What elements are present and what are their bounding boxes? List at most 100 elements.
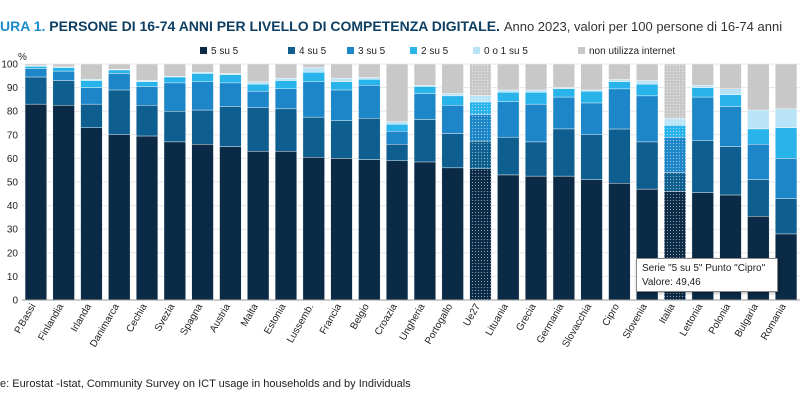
bar-segment[interactable] (608, 128, 631, 184)
bar-segment[interactable] (497, 92, 520, 102)
bar-segment[interactable] (636, 83, 659, 97)
bar-segment[interactable] (135, 105, 159, 137)
bar-segment[interactable] (302, 81, 325, 118)
bar-segment[interactable] (441, 95, 464, 106)
bar-segment[interactable] (52, 105, 75, 301)
bar-segment[interactable] (108, 89, 131, 135)
bar-segment[interactable] (274, 80, 298, 89)
bar-segment[interactable] (191, 109, 214, 145)
bar-segment[interactable] (274, 63, 298, 79)
bar-segment[interactable] (247, 90, 270, 108)
bar-segment[interactable] (80, 87, 103, 105)
bar-segment[interactable] (469, 63, 492, 96)
bar-segment[interactable] (552, 128, 575, 177)
bar-segment[interactable] (191, 81, 214, 111)
bar-segment[interactable] (219, 146, 242, 301)
bar-segment[interactable] (302, 157, 325, 301)
bar-segment[interactable] (108, 63, 131, 70)
bar-segment[interactable] (330, 158, 353, 301)
bar-segment[interactable] (80, 80, 103, 88)
bar-segment[interactable] (191, 63, 214, 73)
bar-segment[interactable] (247, 63, 270, 82)
bar-segment[interactable] (497, 89, 520, 93)
bar-segment[interactable] (386, 63, 409, 123)
bar-segment[interactable] (524, 63, 548, 91)
bar-segment[interactable] (386, 121, 409, 125)
bar-segment[interactable] (663, 172, 687, 192)
bar-segment[interactable] (636, 63, 659, 81)
bar-segment[interactable] (441, 167, 464, 301)
bar-segment[interactable] (497, 174, 520, 301)
bar-segment[interactable] (747, 179, 770, 217)
bar-segment[interactable] (108, 73, 131, 91)
bar-segment[interactable] (524, 89, 548, 93)
bar-segment[interactable] (469, 114, 492, 142)
bar-segment[interactable] (219, 106, 242, 147)
bar-segment[interactable] (135, 135, 159, 301)
bar-segment[interactable] (358, 79, 381, 86)
bar-segment[interactable] (330, 63, 353, 79)
bar-segment[interactable] (80, 63, 103, 80)
bar-segment[interactable] (52, 80, 75, 106)
bar-segment[interactable] (580, 134, 603, 180)
bar-segment[interactable] (386, 144, 409, 161)
bar-segment[interactable] (608, 183, 631, 301)
bar-segment[interactable] (747, 63, 770, 111)
bar-segment[interactable] (247, 151, 270, 301)
bar-segment[interactable] (247, 83, 270, 92)
bar-segment[interactable] (163, 63, 186, 77)
bar-segment[interactable] (608, 88, 631, 130)
bar-segment[interactable] (330, 89, 353, 121)
bar-segment[interactable] (552, 88, 575, 98)
bar-segment[interactable] (135, 63, 159, 81)
bar-segment[interactable] (163, 76, 186, 84)
bar-segment[interactable] (636, 141, 659, 190)
bar-segment[interactable] (441, 105, 464, 134)
bar-segment[interactable] (663, 136, 687, 173)
bar-segment[interactable] (80, 103, 103, 128)
bar-segment[interactable] (413, 161, 436, 301)
bar-segment[interactable] (775, 63, 798, 110)
bar-segment[interactable] (302, 63, 325, 68)
bar-segment[interactable] (580, 90, 603, 104)
bar-segment[interactable] (719, 88, 742, 95)
bar-segment[interactable] (386, 123, 409, 132)
bar-segment[interactable] (386, 160, 409, 301)
bar-segment[interactable] (302, 67, 325, 73)
bar-segment[interactable] (441, 63, 464, 94)
bar-segment[interactable] (330, 81, 353, 91)
bar-segment[interactable] (580, 63, 603, 91)
bar-segment[interactable] (691, 96, 714, 141)
bar-segment[interactable] (469, 140, 492, 169)
bar-segment[interactable] (608, 79, 631, 82)
bar-segment[interactable] (274, 108, 298, 152)
bar-segment[interactable] (691, 140, 714, 193)
bar-segment[interactable] (413, 86, 436, 94)
bar-segment[interactable] (358, 159, 381, 301)
bar-segment[interactable] (580, 179, 603, 301)
bar-segment[interactable] (274, 77, 298, 81)
bar-segment[interactable] (302, 116, 325, 158)
bar-segment[interactable] (469, 101, 492, 115)
bar-segment[interactable] (52, 63, 75, 68)
bar-segment[interactable] (413, 119, 436, 163)
bar-segment[interactable] (302, 72, 325, 82)
bar-segment[interactable] (191, 144, 214, 301)
bar-segment[interactable] (52, 70, 75, 81)
bar-segment[interactable] (524, 92, 548, 105)
bar-segment[interactable] (358, 63, 381, 78)
bar-segment[interactable] (219, 74, 242, 84)
bar-segment[interactable] (274, 151, 298, 301)
bar-segment[interactable] (775, 158, 798, 199)
bar-segment[interactable] (775, 108, 798, 128)
bar-segment[interactable] (24, 63, 47, 66)
bar-segment[interactable] (469, 168, 492, 301)
bar-segment[interactable] (469, 95, 492, 103)
bar-segment[interactable] (608, 81, 631, 90)
bar-segment[interactable] (775, 198, 798, 235)
bar-segment[interactable] (663, 125, 687, 138)
bar-segment[interactable] (691, 87, 714, 98)
bar-segment[interactable] (330, 120, 353, 159)
bar-segment[interactable] (719, 106, 742, 147)
bar-segment[interactable] (747, 144, 770, 180)
